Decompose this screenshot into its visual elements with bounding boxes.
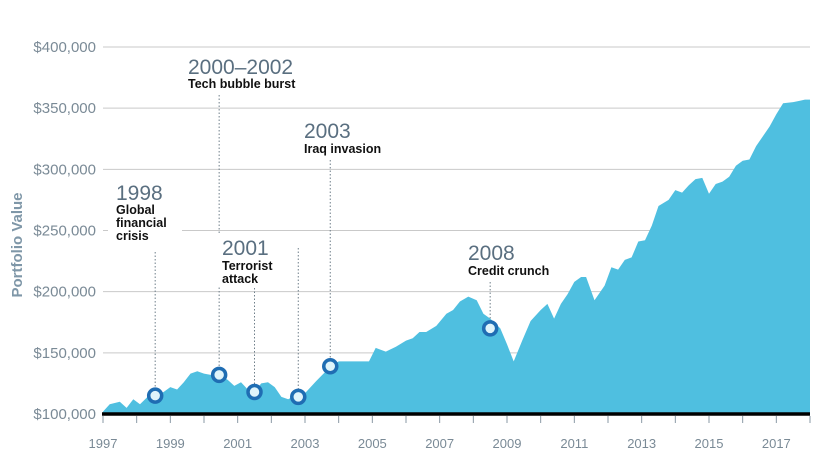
y-tick-label: $300,000 — [33, 161, 96, 178]
axes: $100,000 $150,000 $200,000 $250,000 $300,000… — [33, 39, 811, 451]
event-description: Global — [116, 203, 155, 217]
y-tick-label: $250,000 — [33, 223, 96, 240]
callout-box — [180, 53, 302, 93]
event-year-label: 2001 — [222, 237, 269, 260]
event-year-label: 2008 — [468, 242, 515, 265]
x-tick-label: 1999 — [156, 436, 185, 451]
event-description: attack — [222, 272, 258, 286]
x-tick-label: 2011 — [560, 436, 588, 451]
y-tick-label: $200,000 — [33, 284, 96, 301]
y-tick-label: $400,000 — [33, 39, 96, 56]
area-series — [103, 99, 810, 414]
callout-box — [296, 116, 396, 158]
x-tick-label: 2017 — [762, 436, 791, 451]
x-tick-label: 2013 — [627, 436, 656, 451]
event-marker — [290, 388, 307, 406]
x-tick-label: 2007 — [425, 436, 454, 451]
event-description: crisis — [116, 229, 149, 243]
x-tick-label: 2015 — [695, 436, 724, 451]
event-year-label: 1998 — [116, 182, 163, 205]
x-tick-label: 2003 — [291, 436, 320, 451]
event-markers — [146, 320, 499, 406]
y-tick-label: $100,000 — [33, 406, 96, 423]
event-marker — [246, 383, 263, 401]
event-description: Credit crunch — [468, 264, 549, 278]
x-tick-label: 1997 — [89, 436, 118, 451]
event-description: Terrorist — [222, 259, 273, 273]
event-marker — [322, 358, 339, 375]
y-axis-title: Portfolio Value — [9, 192, 26, 297]
event-marker — [481, 320, 499, 337]
y-tick-label: $150,000 — [33, 345, 96, 362]
event-year-label: 2003 — [304, 120, 351, 143]
y-tick-label: $350,000 — [33, 100, 96, 117]
event-description: Iraq invasion — [304, 142, 381, 156]
callout-box — [108, 181, 182, 250]
event-marker — [146, 387, 164, 404]
event-description: financial — [116, 216, 167, 230]
callout-box — [214, 234, 280, 286]
x-tick-label: 2005 — [358, 436, 387, 451]
callout-box — [460, 238, 560, 280]
x-tick-label: 2009 — [493, 436, 522, 451]
x-tick-label: 2001 — [223, 436, 252, 451]
series-area — [103, 99, 810, 414]
event-marker — [210, 366, 228, 384]
event-year-label: 2000–2002 — [188, 56, 293, 79]
event-description: Tech bubble burst — [188, 77, 296, 91]
